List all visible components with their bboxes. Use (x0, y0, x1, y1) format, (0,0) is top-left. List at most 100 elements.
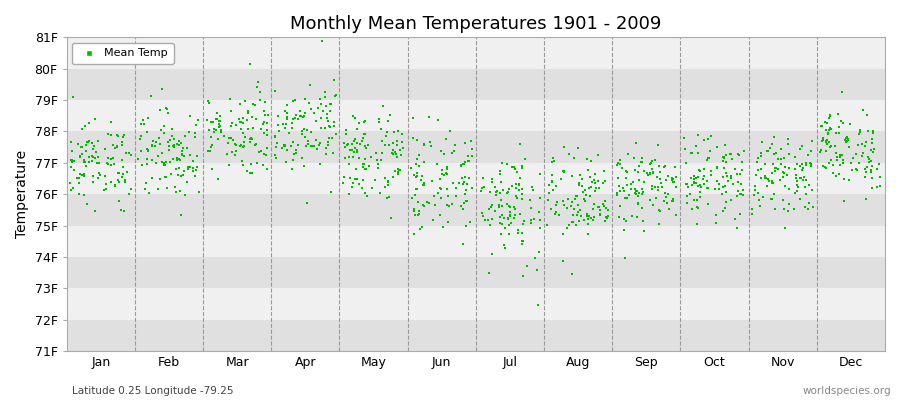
Point (385, 151, 400, 158)
Point (765, 140, 779, 147)
Point (553, 212, 567, 218)
Point (720, 172, 734, 179)
Point (459, 198, 473, 204)
Point (545, 172, 560, 178)
Point (253, 88, 267, 95)
Point (144, 142, 158, 148)
Point (201, 98, 215, 105)
Point (78, 159, 93, 165)
Point (868, 146, 882, 152)
Point (279, 159, 293, 166)
Point (386, 140, 400, 146)
Point (474, 210, 489, 216)
Point (616, 185, 631, 191)
Point (414, 176, 428, 183)
Point (435, 171, 449, 178)
Point (483, 204, 498, 210)
Point (275, 120, 290, 127)
Point (823, 112, 837, 118)
Point (587, 201, 601, 208)
Point (707, 186, 722, 192)
Point (346, 140, 360, 147)
Point (866, 130, 880, 136)
Point (830, 154, 844, 160)
Point (830, 157, 844, 164)
Point (105, 142, 120, 148)
Point (433, 194, 447, 201)
Point (280, 116, 294, 122)
Point (813, 149, 827, 156)
Point (664, 175, 679, 182)
Point (767, 190, 781, 197)
Point (795, 143, 809, 150)
Point (277, 143, 292, 149)
Point (448, 193, 463, 199)
Point (92, 170, 106, 176)
Point (158, 162, 172, 168)
Point (228, 141, 242, 148)
Point (240, 126, 255, 132)
Point (340, 141, 355, 148)
Point (572, 206, 587, 213)
Point (568, 196, 582, 202)
Point (133, 148, 148, 154)
Point (497, 215, 511, 222)
Point (155, 150, 169, 156)
Point (347, 136, 362, 143)
Bar (67, 37, 885, 69)
Point (731, 188, 745, 194)
Point (818, 165, 832, 172)
Point (267, 133, 282, 139)
Point (374, 156, 388, 163)
Point (257, 119, 272, 125)
Point (495, 187, 509, 194)
Point (361, 142, 375, 148)
Point (289, 112, 303, 118)
Point (818, 139, 832, 146)
Point (814, 123, 829, 130)
Point (319, 125, 333, 132)
Point (230, 148, 244, 154)
Point (417, 140, 431, 147)
Point (511, 227, 526, 233)
Point (832, 154, 847, 160)
Point (798, 184, 813, 191)
Point (174, 212, 188, 218)
Point (596, 200, 610, 207)
Point (788, 166, 802, 172)
Point (124, 152, 139, 158)
Point (617, 195, 632, 202)
Point (657, 164, 671, 170)
Point (823, 144, 837, 150)
Point (760, 182, 774, 189)
Point (133, 136, 148, 142)
Point (850, 166, 864, 173)
Point (106, 155, 121, 161)
Point (260, 132, 274, 138)
Point (315, 37, 329, 44)
Point (660, 176, 674, 183)
Point (734, 171, 748, 178)
Point (822, 115, 836, 121)
Point (352, 120, 366, 126)
Point (236, 120, 250, 126)
Point (843, 160, 858, 166)
Point (795, 160, 809, 167)
Point (532, 249, 546, 255)
Point (734, 191, 749, 197)
Point (515, 230, 529, 236)
Point (806, 138, 820, 144)
Point (256, 161, 270, 168)
Point (855, 141, 869, 147)
Point (240, 117, 255, 123)
Point (873, 174, 887, 180)
Point (138, 186, 152, 193)
Point (689, 175, 704, 181)
Point (410, 170, 424, 176)
Point (260, 120, 274, 126)
Point (223, 96, 238, 102)
Point (864, 135, 878, 142)
Point (188, 130, 202, 137)
Point (79, 142, 94, 148)
Point (182, 129, 196, 136)
